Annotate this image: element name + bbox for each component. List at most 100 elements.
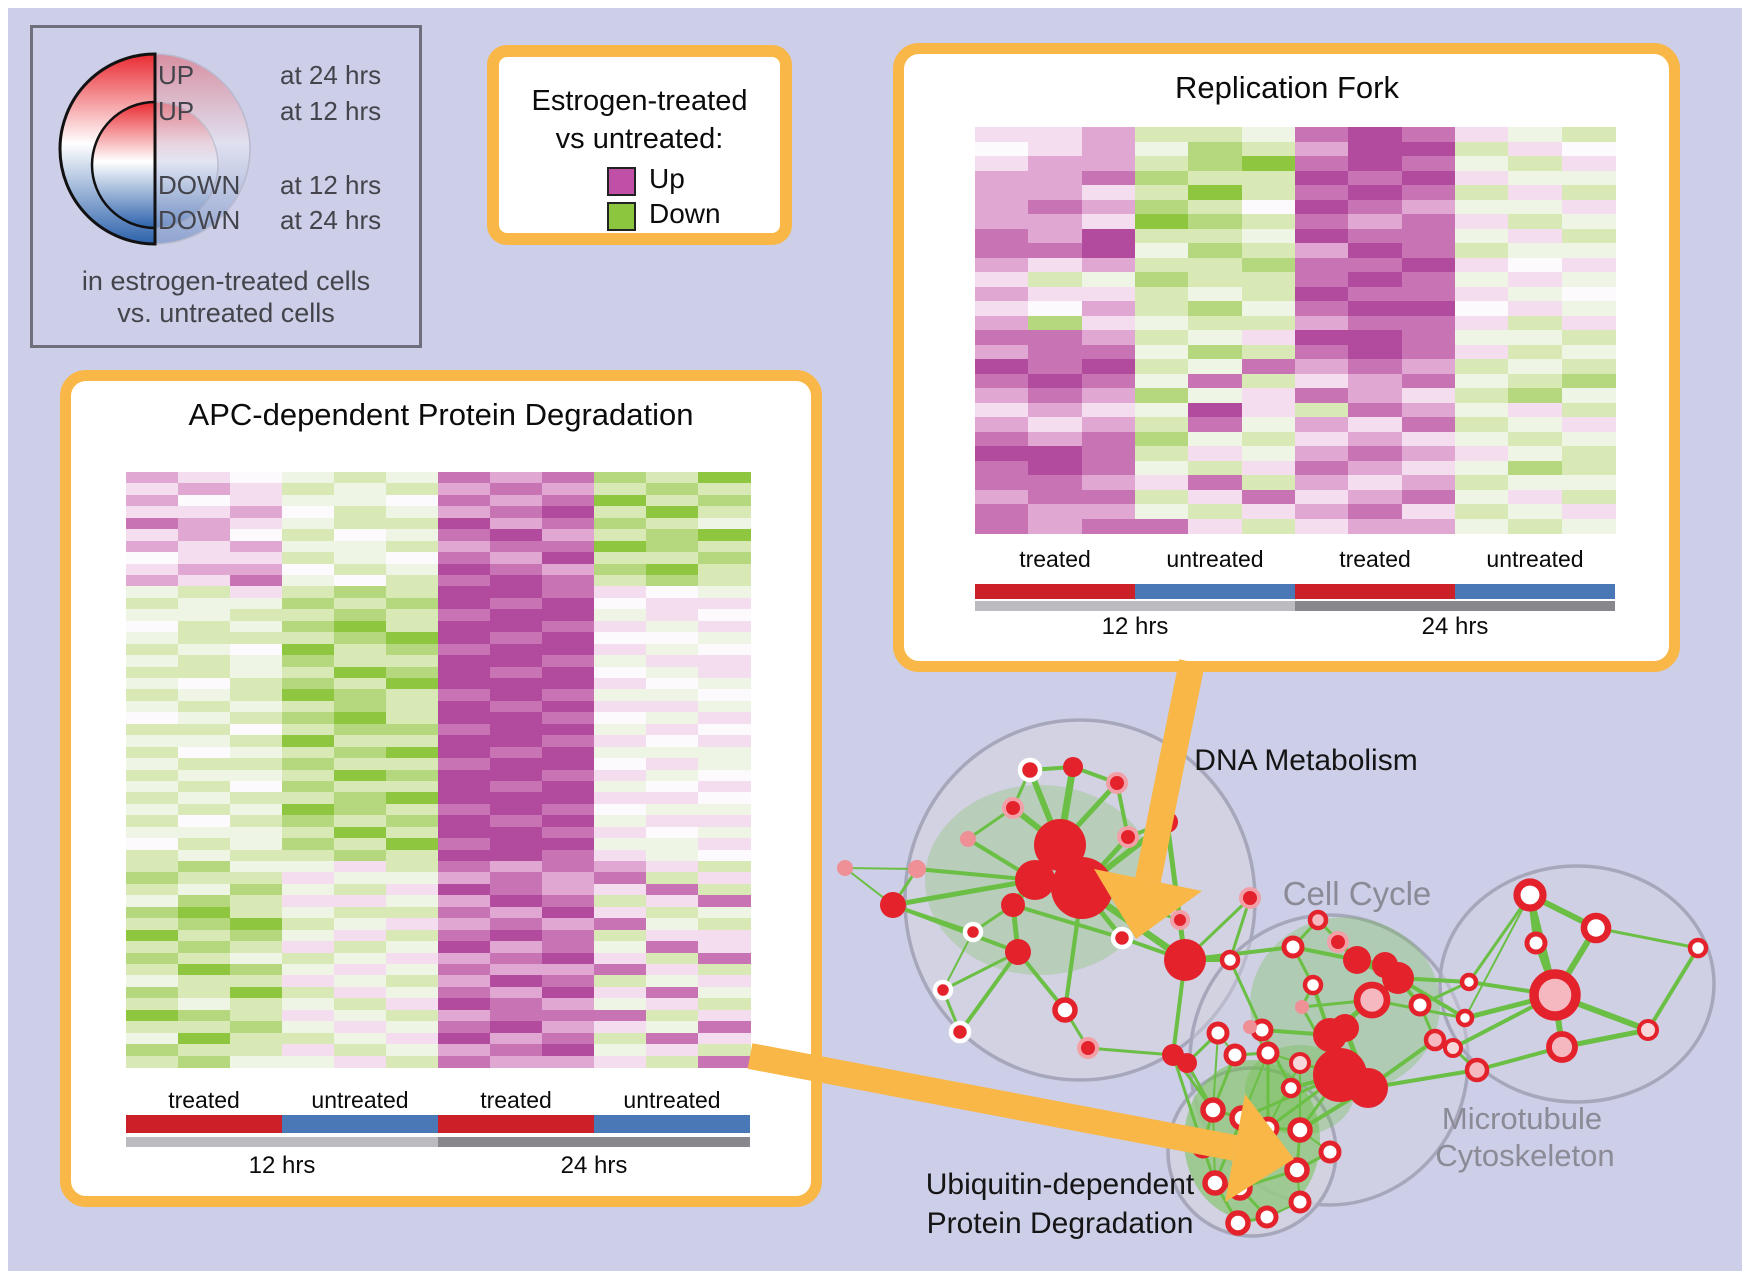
heatmap-cell <box>230 574 283 587</box>
heatmap-cell <box>542 872 595 885</box>
treatment-group-label: treated <box>168 1087 240 1113</box>
heatmap-cell <box>126 906 179 919</box>
heatmap-cell <box>386 677 439 690</box>
heatmap-cell <box>1135 214 1189 230</box>
heatmap-cell <box>646 941 699 954</box>
heatmap-cell <box>1188 170 1243 186</box>
heatmap-cell <box>1348 489 1403 505</box>
heatmap-cell <box>1295 257 1349 273</box>
heatmap-cell <box>386 643 439 656</box>
heatmap-cell <box>438 563 491 576</box>
apc-panel-title: APC-dependent Protein Degradation <box>188 397 694 432</box>
network-edge <box>1451 1046 1479 1072</box>
network-edge <box>1063 887 1084 1011</box>
network-node-ring <box>1284 1157 1310 1183</box>
heatmap-cell <box>1188 185 1243 201</box>
heatmap-cell <box>230 815 283 828</box>
heatmap-cell <box>386 769 439 782</box>
heatmap-cell <box>178 998 231 1011</box>
heatmap-cell <box>975 286 1029 302</box>
network-edge <box>1311 984 1332 1036</box>
network-node-whitering <box>932 979 954 1001</box>
heatmap-cell <box>178 758 231 771</box>
heatmap-cell <box>1241 272 1296 288</box>
heatmap-cell <box>594 803 647 816</box>
heatmap-cell <box>1455 257 1509 273</box>
heatmap-cell <box>1455 518 1509 534</box>
heatmap-cell <box>126 597 179 610</box>
network-edge <box>1217 1032 1236 1056</box>
heatmap-cell <box>334 849 387 862</box>
network-edge <box>1239 1117 1243 1189</box>
heatmap-cell <box>1135 504 1189 520</box>
heatmap-cell <box>542 838 595 851</box>
heatmap-cell <box>230 780 283 793</box>
heatmap-cell <box>1081 156 1136 172</box>
heatmap-cell <box>1135 388 1189 404</box>
heatmap-cell <box>334 643 387 656</box>
heatmap-cell <box>1401 359 1456 375</box>
heatmap-cell <box>1561 518 1616 534</box>
heatmap-cell <box>1188 315 1243 331</box>
heatmap-cell <box>334 563 387 576</box>
heatmap-cell <box>1295 170 1349 186</box>
heatmap-cell <box>1401 475 1456 491</box>
heatmap-cell <box>594 643 647 656</box>
heatmap-cell <box>1508 475 1563 491</box>
heatmap-cell <box>1508 518 1563 534</box>
heatmap-cell <box>230 700 283 713</box>
heatmap-cell <box>1188 301 1243 317</box>
network-node-ring <box>1287 1117 1313 1143</box>
heatmap-cell <box>230 986 283 999</box>
heatmap-cell <box>438 712 491 725</box>
heatmap-cell <box>1561 373 1616 389</box>
network-node-ring-pink <box>1529 969 1581 1021</box>
heatmap-cell <box>386 803 439 816</box>
heatmap-cell <box>334 941 387 954</box>
network-edge <box>1355 957 1400 981</box>
network-edge <box>1316 918 1359 962</box>
heatmap-cell <box>975 446 1029 462</box>
heatmap-cell <box>282 906 335 919</box>
treatment-group-label: treated <box>1339 546 1411 572</box>
network-edge <box>1295 1129 1302 1171</box>
heatmap-cell <box>1295 518 1349 534</box>
heatmap-cell <box>1401 156 1456 172</box>
heatmap-cell <box>1028 475 1083 491</box>
heatmap-cell <box>698 655 751 668</box>
edge-mesh-0 <box>925 785 1155 975</box>
network-edge <box>1127 820 1168 839</box>
network-node-ring <box>1227 1175 1253 1201</box>
heatmap-cell <box>178 632 231 645</box>
network-node-ring-pink <box>1307 909 1329 931</box>
network-edge <box>1027 768 1063 847</box>
heatmap-cell <box>126 872 179 885</box>
heatmap-cell <box>542 1009 595 1022</box>
heatmap-cell <box>1455 272 1509 288</box>
heatmap-cell <box>178 620 231 633</box>
heatmap-cell <box>542 758 595 771</box>
heatmap-cell <box>386 472 439 485</box>
network-edge <box>916 867 1036 882</box>
network-edge <box>1034 876 1083 892</box>
heatmap-cell <box>1561 330 1616 346</box>
network-node-ring <box>1052 997 1078 1023</box>
heatmap-cell <box>386 620 439 633</box>
heatmap-cell <box>1135 141 1189 157</box>
network-node-pink <box>837 860 853 876</box>
heatmap-cell <box>1508 388 1563 404</box>
heatmap-cell <box>1455 446 1509 462</box>
heatmap-cell <box>646 769 699 782</box>
network-node-ring-pink <box>1546 1031 1578 1063</box>
heatmap-cell <box>1348 431 1403 447</box>
heatmap-cell <box>1081 518 1136 534</box>
heatmap-cell <box>594 929 647 942</box>
heatmap-cell <box>126 941 179 954</box>
heatmap-cell <box>1561 431 1616 447</box>
network-node-ring-pale <box>1443 1038 1463 1058</box>
heatmap-cell <box>178 677 231 690</box>
heatmap-cell <box>178 517 231 530</box>
heatmap-cell <box>698 758 751 771</box>
network-node-pink <box>1243 1020 1257 1034</box>
heatmap-cell <box>386 792 439 805</box>
